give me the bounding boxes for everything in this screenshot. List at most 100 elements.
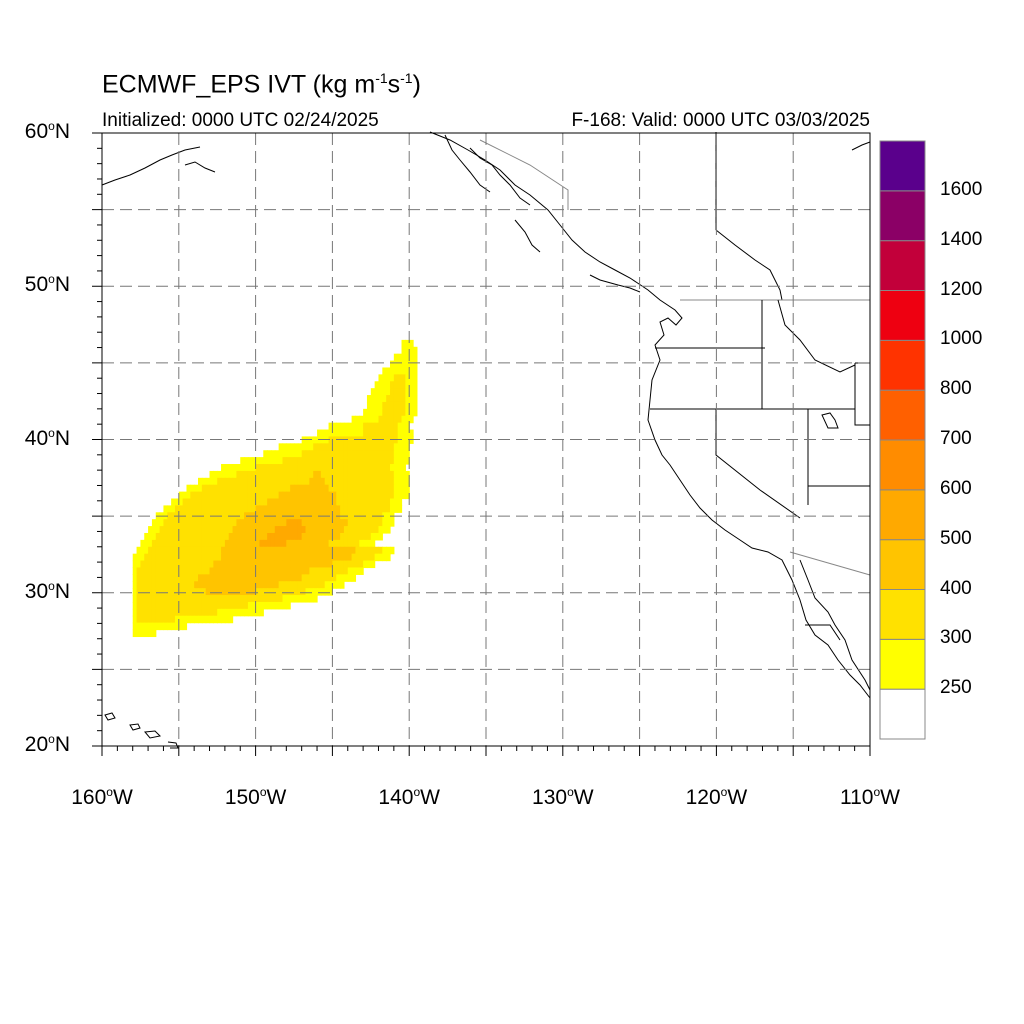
ivt-cell	[247, 574, 253, 582]
ivt-cell	[332, 546, 337, 555]
ivt-cell	[201, 581, 207, 589]
ivt-cell	[247, 477, 253, 486]
ivt-cell	[163, 532, 168, 541]
ivt-cell	[205, 484, 211, 493]
ivt-cell	[228, 470, 234, 479]
ivt-cell	[343, 450, 349, 458]
ivt-cell	[340, 539, 345, 548]
ivt-cell	[174, 526, 180, 534]
ivt-cell	[320, 464, 326, 472]
ivt-cell	[251, 477, 257, 486]
ivt-cell	[140, 622, 145, 631]
ivt-cell	[167, 526, 172, 534]
ivt-cell	[301, 443, 307, 451]
ivt-cell	[382, 484, 387, 493]
ivt-cell	[263, 595, 268, 603]
ivt-cell	[374, 443, 380, 451]
ivt-cell	[290, 539, 295, 548]
ivt-cell	[386, 401, 391, 410]
ivt-cell	[317, 526, 322, 534]
ivt-cell	[221, 539, 226, 548]
ivt-cell	[221, 470, 226, 479]
ivt-cell	[213, 477, 218, 486]
ivt-cell	[336, 560, 341, 569]
ivt-cell	[336, 546, 341, 555]
ivt-cell	[370, 491, 376, 500]
ivt-cell	[174, 588, 180, 596]
ivt-cell	[282, 519, 287, 527]
ivt-cell	[159, 588, 165, 596]
ivt-cell	[386, 505, 391, 513]
ivt-cell	[328, 457, 333, 465]
ivt-cell	[255, 581, 261, 589]
ivt-cell	[332, 470, 337, 479]
ivt-cell	[386, 464, 391, 472]
ivt-cell	[267, 546, 272, 555]
ivt-cell	[301, 539, 307, 548]
ivt-cell	[294, 553, 299, 562]
ivt-cell	[305, 526, 310, 534]
ivt-cell	[313, 512, 318, 520]
ivt-cell	[370, 539, 376, 548]
ivt-cell	[217, 532, 222, 541]
ivt-cell	[320, 532, 326, 541]
ivt-cell	[194, 484, 199, 493]
ivt-cell	[320, 450, 326, 458]
ivt-cell	[390, 374, 395, 382]
ivt-cell	[232, 477, 237, 486]
ivt-cell	[182, 595, 188, 603]
ivt-cell	[171, 526, 176, 534]
ivt-cell	[209, 595, 214, 603]
ivt-cell	[390, 498, 395, 506]
ivt-cell	[240, 588, 245, 596]
ivt-cell	[213, 484, 218, 493]
ivt-cell	[198, 484, 203, 493]
ivt-cell	[382, 464, 387, 472]
ivt-cell	[232, 588, 237, 596]
ivt-cell	[355, 443, 360, 451]
ivt-cell	[263, 519, 268, 527]
ivt-cell	[397, 367, 403, 375]
ivt-cell	[305, 443, 310, 451]
ivt-cell	[405, 388, 410, 396]
ivt-cell	[270, 567, 276, 575]
ivt-cell	[320, 484, 326, 493]
ivt-cell	[386, 408, 391, 417]
ivt-cell	[374, 532, 380, 541]
ivt-cell	[155, 526, 161, 534]
ivt-cell	[378, 505, 383, 513]
ivt-cell	[324, 450, 330, 458]
ivt-cell	[174, 498, 180, 506]
ivt-cell	[382, 470, 387, 479]
ivt-cell	[198, 519, 203, 527]
ivt-cell	[174, 505, 180, 513]
ivt-cell	[171, 574, 176, 582]
ivt-cell	[194, 567, 199, 575]
ivt-cell	[366, 436, 372, 444]
ivt-cell	[366, 512, 372, 520]
ivt-cell	[405, 443, 410, 451]
ivt-cell	[190, 581, 195, 589]
ivt-cell	[213, 581, 218, 589]
lat-label: 60oN	[24, 119, 70, 143]
ivt-cell	[236, 553, 241, 562]
ivt-cell	[355, 464, 360, 472]
ivt-cell	[159, 519, 165, 527]
ivt-cell	[359, 519, 364, 527]
ivt-cell	[270, 450, 276, 458]
ivt-cell	[217, 498, 222, 506]
ivt-cell	[209, 532, 214, 541]
ivt-cell	[251, 505, 257, 513]
ivt-cell	[251, 532, 257, 541]
ivt-cell	[363, 484, 368, 493]
ivt-cell	[171, 615, 176, 624]
ivt-cell	[167, 615, 172, 624]
ivt-cell	[205, 539, 211, 548]
ivt-cell	[270, 560, 276, 569]
ivt-cell	[378, 526, 383, 534]
ivt-cell	[217, 601, 222, 610]
lon-label: 160oW	[71, 785, 133, 809]
ivt-cell	[205, 498, 211, 506]
ivt-cell	[232, 484, 237, 493]
ivt-cell	[328, 422, 333, 431]
